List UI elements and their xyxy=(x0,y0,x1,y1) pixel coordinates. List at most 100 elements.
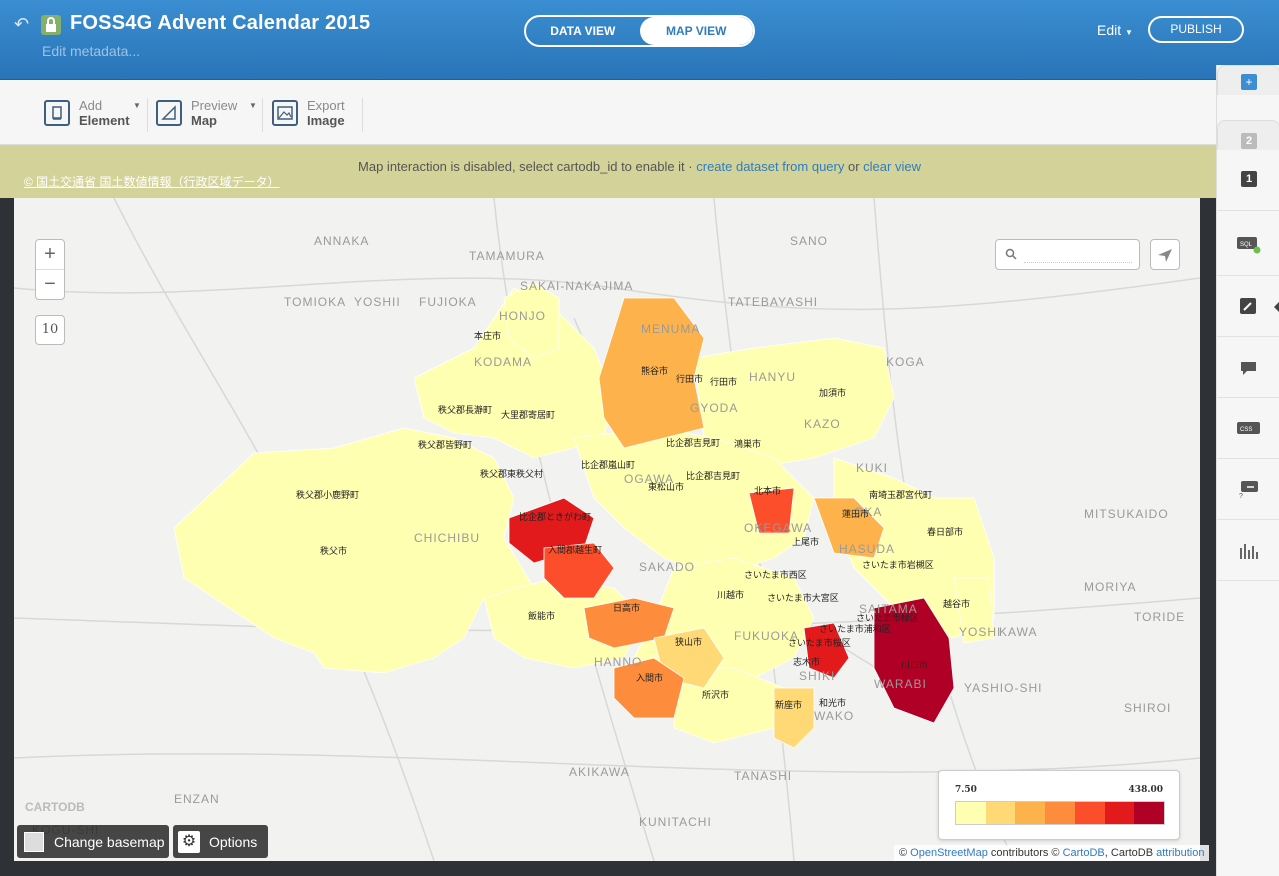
notice-message: Map interaction is disabled, select cart… xyxy=(358,159,697,174)
sql-button[interactable]: SQL xyxy=(1217,215,1279,276)
data-view-tab[interactable]: DATA VIEW xyxy=(550,24,616,38)
svg-text:上尾市: 上尾市 xyxy=(792,536,819,548)
svg-text:KODAMA: KODAMA xyxy=(474,355,532,369)
preview-map-button[interactable]: Preview Map ▼ xyxy=(156,98,258,130)
search-input[interactable] xyxy=(1024,247,1132,263)
element-label: Element xyxy=(79,113,130,128)
svg-text:AKIKAWA: AKIKAWA xyxy=(569,765,630,779)
map-title[interactable]: FOSS4G Advent Calendar 2015 xyxy=(70,12,371,34)
edit-menu[interactable]: Edit ▼ xyxy=(1097,22,1133,38)
svg-text:CHICHIBU: CHICHIBU xyxy=(414,531,480,545)
map-toolbar: Add Element ▼ Preview Map ▼ Export Image xyxy=(0,80,1216,145)
svg-text:所沢市: 所沢市 xyxy=(702,689,729,701)
locate-button[interactable] xyxy=(1150,239,1180,270)
region-misato xyxy=(953,577,995,644)
chevron-down-icon: ▼ xyxy=(249,101,257,110)
svg-text:TANASHI: TANASHI xyxy=(734,769,792,783)
locate-arrow-icon xyxy=(1158,249,1172,262)
svg-text:OKA: OKA xyxy=(854,505,882,519)
svg-text:ENZAN: ENZAN xyxy=(174,792,220,806)
svg-text:SANO: SANO xyxy=(790,234,828,248)
change-basemap-label: Change basemap xyxy=(54,834,165,850)
infowindow-button[interactable] xyxy=(1217,337,1279,398)
widgets-button[interactable] xyxy=(1217,520,1279,581)
svg-text:KOGA: KOGA xyxy=(886,355,925,369)
options-button[interactable]: ⚙ Options xyxy=(173,825,268,858)
svg-text:SAKADO: SAKADO xyxy=(639,560,695,574)
svg-text:秩父郡皆野町: 秩父郡皆野町 xyxy=(418,440,472,451)
attribution-link[interactable]: attribution xyxy=(1156,847,1205,859)
legend-icon: ? xyxy=(1239,481,1258,499)
legend-swatch-1 xyxy=(956,802,986,824)
svg-text:SAITAMA: SAITAMA xyxy=(859,602,918,616)
clear-view-link[interactable]: clear view xyxy=(863,159,921,174)
lock-icon[interactable] xyxy=(41,15,61,35)
svg-text:入間市: 入間市 xyxy=(636,672,663,684)
map-label: Map xyxy=(191,113,217,128)
layer-1-badge: 1 xyxy=(1241,171,1257,187)
svg-text:TOMIOKA: TOMIOKA xyxy=(284,295,346,309)
publish-button[interactable]: PUBLISH xyxy=(1148,16,1244,43)
legend-swatch-7 xyxy=(1134,802,1165,824)
create-dataset-link[interactable]: create dataset from query xyxy=(696,159,845,174)
search-icon xyxy=(1005,248,1017,260)
edit-metadata-link[interactable]: Edit metadata... xyxy=(42,43,141,59)
source-attribution[interactable]: © 国土交通省 国土数値情報（行政区域データ） xyxy=(24,175,280,189)
svg-text:秩父郡小鹿野町: 秩父郡小鹿野町 xyxy=(296,489,359,501)
svg-text:OKEGAWA: OKEGAWA xyxy=(744,521,812,535)
region-ogose xyxy=(543,542,615,599)
zoom-control: + − xyxy=(35,239,65,300)
export-image-button[interactable]: Export Image xyxy=(272,98,358,130)
cartodb-link[interactable]: CartoDB xyxy=(1062,847,1105,859)
layer-2-badge: 2 xyxy=(1241,133,1257,149)
svg-text:比企郡吉見町: 比企郡吉見町 xyxy=(686,470,740,482)
svg-text:大里郡寄居町: 大里郡寄居町 xyxy=(501,409,555,421)
svg-text:YOSHII: YOSHII xyxy=(354,295,401,309)
back-arrow-icon[interactable]: ↶ xyxy=(14,14,30,34)
zoom-out-button[interactable]: − xyxy=(44,273,56,295)
layer-tab-add[interactable]: + xyxy=(1217,65,1279,95)
change-basemap-button[interactable]: Change basemap xyxy=(17,825,169,858)
svg-text:TORIDE: TORIDE xyxy=(1134,610,1185,624)
legend-swatch-2 xyxy=(985,802,1016,824)
svg-text:KAZO: KAZO xyxy=(804,417,841,431)
svg-text:熊谷市: 熊谷市 xyxy=(641,365,668,377)
svg-text:?: ? xyxy=(1239,493,1243,499)
add-element-icon xyxy=(44,100,70,126)
svg-text:入間郡越生町: 入間郡越生町 xyxy=(548,544,602,556)
legend-swatch-4 xyxy=(1045,802,1075,824)
svg-text:MORIYA: MORIYA xyxy=(1084,580,1136,594)
svg-text:東松山市: 東松山市 xyxy=(648,481,684,493)
export-label: Export xyxy=(307,98,345,113)
svg-text:KUKI: KUKI xyxy=(856,461,888,475)
map-view-tab[interactable]: MAP VIEW xyxy=(639,17,753,45)
add-element-button[interactable]: Add Element ▼ xyxy=(44,98,144,130)
svg-text:行田市: 行田市 xyxy=(676,373,703,385)
options-label: Options xyxy=(209,834,258,850)
svg-text:行田市: 行田市 xyxy=(710,376,737,388)
wizard-button[interactable] xyxy=(1217,276,1279,337)
bar-chart-icon xyxy=(1240,544,1258,559)
region-niiza xyxy=(773,687,815,749)
css-button[interactable]: CSS xyxy=(1217,398,1279,459)
layer-tab-2[interactable]: 2 xyxy=(1217,120,1279,150)
legend-min: 7.50 xyxy=(955,785,977,795)
map-attribution: © OpenStreetMap contributors © CartoDB, … xyxy=(894,845,1210,861)
svg-text:南埼玉郡宮代町: 南埼玉郡宮代町 xyxy=(869,489,932,501)
zoom-in-button[interactable]: + xyxy=(36,240,64,270)
svg-text:SQL: SQL xyxy=(1240,242,1253,248)
svg-text:さいたま市桜区: さいたま市桜区 xyxy=(788,637,851,649)
panel-pointer-icon xyxy=(1274,301,1279,313)
svg-text:YASHIO-SHI: YASHIO-SHI xyxy=(964,681,1042,695)
osm-link[interactable]: OpenStreetMap xyxy=(910,847,988,859)
svg-text:SHIKI: SHIKI xyxy=(799,669,835,683)
svg-text:新座市: 新座市 xyxy=(775,699,802,711)
add-layer-icon: + xyxy=(1241,74,1257,90)
map-canvas[interactable]: ANNAKA TAMAMURA SAKAI-NAKAJIMA SANO TOMIOKA… xyxy=(14,198,1200,861)
gear-icon: ⚙ xyxy=(178,831,200,853)
notice-or: or xyxy=(844,159,864,174)
layer-tab-1[interactable]: 1 xyxy=(1217,150,1279,211)
legend-button[interactable]: ? xyxy=(1217,459,1279,520)
svg-text:比企郡吉見町: 比企郡吉見町 xyxy=(666,437,720,449)
svg-text:HONJO: HONJO xyxy=(499,309,546,323)
